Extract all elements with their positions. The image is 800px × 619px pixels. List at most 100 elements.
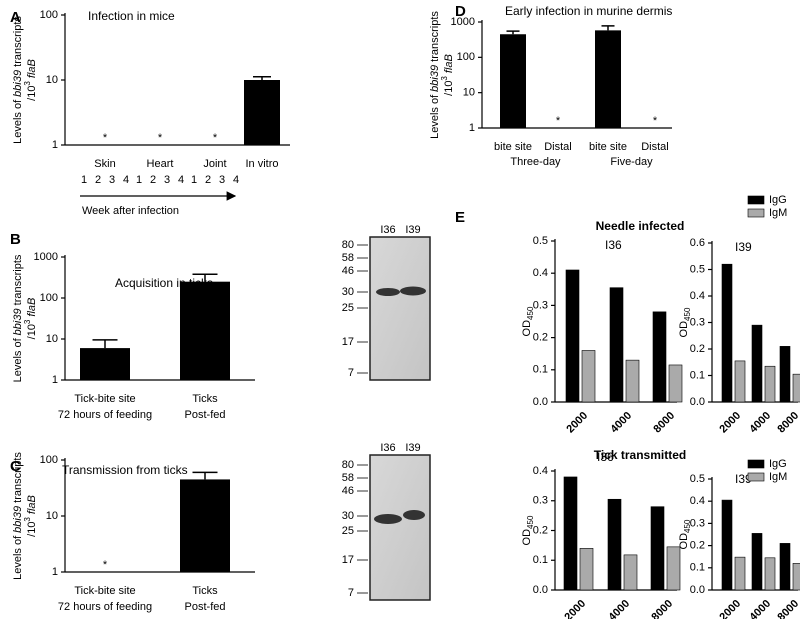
y-tick-label: 1 (52, 139, 58, 151)
x-tick-label: bite site (589, 141, 627, 153)
lane-label: I39 (405, 224, 420, 236)
bar (652, 311, 667, 403)
x-tick-label: 4000 (606, 598, 632, 619)
panel-label: A (10, 9, 21, 26)
chart-title: Transmission from ticks (62, 463, 188, 477)
x-tick-label: Skin (94, 158, 115, 170)
gel-band (376, 288, 400, 296)
y-tick-label: 0.6 (690, 237, 705, 249)
y-axis-label-part: transcripts (429, 11, 441, 65)
legend-label: IgM (769, 471, 787, 483)
week-label: 2 (95, 174, 101, 186)
error-bar (192, 273, 218, 282)
bar (666, 546, 681, 591)
y-axis-label-part: /10 (443, 81, 455, 96)
bar (565, 269, 580, 403)
bar (734, 556, 746, 591)
y-axis-label: Levels of bbi39 transcripts (12, 452, 24, 580)
y-tick-label: 0.2 (690, 540, 705, 552)
x-tick-label: 8000 (775, 410, 800, 436)
y-tick-label: 0.3 (690, 517, 705, 529)
value-label: * (103, 559, 108, 571)
y-tick-label: 1 (469, 122, 475, 134)
x-tick-sublabel: 72 hours of feeding (58, 601, 152, 613)
legend-label: IgG (769, 458, 787, 470)
marker-label: 58 (342, 472, 354, 484)
week-label: 3 (219, 174, 225, 186)
week-label: 2 (150, 174, 156, 186)
marker-label: 25 (342, 302, 354, 314)
marker-label: 7 (348, 587, 354, 599)
x-tick-sublabel: Post-fed (185, 409, 226, 421)
y-tick-label: 0.1 (690, 562, 705, 574)
x-tick-sublabel: 72 hours of feeding (58, 409, 152, 421)
y-tick-label: 0.0 (533, 396, 548, 408)
y-tick-label: 0.2 (690, 343, 705, 355)
y-tick-label: 0.5 (690, 263, 705, 275)
bar (792, 373, 800, 403)
bar (180, 479, 230, 572)
y-tick-label: 0.4 (690, 290, 705, 302)
x-tick-label: Heart (147, 158, 174, 170)
bar (779, 543, 791, 591)
y-tick-label: 0.5 (690, 473, 705, 485)
section-title: Needle infected (596, 219, 685, 233)
y-tick-label: 0.2 (533, 332, 548, 344)
marker-label: 30 (342, 510, 354, 522)
x-tick-label: 2000 (717, 598, 743, 619)
section-title: Tick transmitted (594, 448, 686, 462)
x-tick-label: 2000 (564, 410, 590, 436)
week-label: 1 (81, 174, 87, 186)
bar (721, 263, 733, 403)
y-axis-label-part: OD (678, 321, 690, 338)
y-tick-label: 10 (46, 74, 58, 86)
y-axis-label-sub: 450 (683, 519, 692, 533)
lane-label: I36 (380, 442, 395, 454)
week-label: 4 (123, 174, 129, 186)
y-axis-label: OD450 (521, 306, 535, 336)
gel (369, 454, 431, 601)
y-tick-label: 0.0 (690, 584, 705, 596)
legend-label: IgG (769, 194, 787, 206)
lane-label: I39 (405, 442, 420, 454)
x-tick-label: 8000 (649, 598, 675, 619)
bar (751, 533, 763, 591)
x-tick-label: 8000 (775, 598, 800, 619)
marker-label: 17 (342, 554, 354, 566)
y-axis-label-part: 3 (23, 81, 32, 86)
legend-swatch (747, 459, 765, 469)
y-axis-label: OD450 (521, 515, 535, 545)
y-axis-label-part: OD (521, 529, 533, 546)
y-tick-label: 0.1 (533, 554, 548, 566)
legend-label: IgM (769, 207, 787, 219)
y-axis-label-part: bbi39 (12, 308, 24, 335)
error-bar (601, 25, 615, 31)
y-axis-label: /103 flaB (23, 298, 38, 340)
x-tick-label: 8000 (651, 410, 677, 436)
bar (563, 476, 578, 591)
y-tick-label: 0.3 (533, 299, 548, 311)
chart-title: Early infection in murine dermis (505, 4, 672, 18)
y-axis-label-part: 3 (23, 517, 32, 522)
x-tick-label: 4000 (608, 410, 634, 436)
week-label: 4 (233, 174, 239, 186)
value-label: * (653, 115, 658, 127)
x-tick-label: Distal (544, 141, 572, 153)
y-axis-label: Levels of bbi39 transcripts (429, 11, 441, 139)
marker-label: 80 (342, 239, 354, 251)
gel-band (374, 514, 402, 524)
y-axis-label-part: Levels of (429, 92, 441, 139)
bar (244, 80, 280, 145)
bar (734, 360, 746, 403)
y-axis-label-part: bbi39 (12, 506, 24, 533)
bar (764, 365, 776, 403)
error-bar (506, 30, 520, 35)
y-tick-label: 1 (52, 374, 58, 386)
y-axis-label: /103 flaB (23, 495, 38, 537)
y-axis-label: /103 flaB (23, 59, 38, 101)
bar (579, 548, 594, 591)
y-tick-label: 0.4 (533, 465, 548, 477)
y-tick-label: 10 (46, 333, 58, 345)
chart-title: I36 (605, 238, 622, 252)
